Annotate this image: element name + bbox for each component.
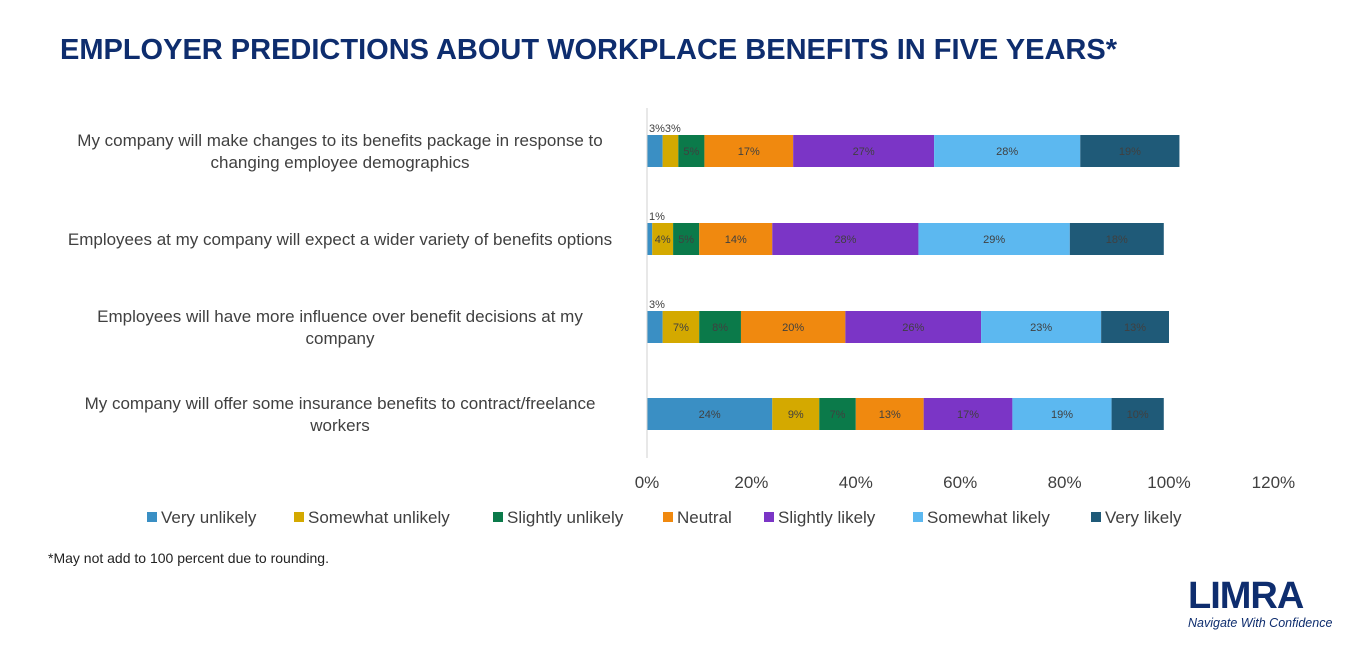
category-label: changing employee demographics <box>211 153 470 172</box>
bar-segment <box>934 135 1081 167</box>
category-label: My company will make changes to its bene… <box>77 131 602 150</box>
category-label: Employees will have more influence over … <box>97 307 583 326</box>
x-tick-label: 40% <box>839 473 873 492</box>
bar-segment <box>699 311 741 343</box>
limra-wordmark: LIMRA <box>1188 575 1304 614</box>
legend-label: Very likely <box>1105 508 1182 527</box>
bar-segment <box>819 398 856 430</box>
legend-swatch <box>493 512 503 522</box>
legend-label: Somewhat unlikely <box>308 508 450 527</box>
bar-data-label: 9% <box>788 409 804 421</box>
bar-data-label: 23% <box>1030 322 1052 334</box>
bar-segment <box>740 311 846 343</box>
bar-data-label: 27% <box>853 146 875 158</box>
bar-segment <box>647 223 653 255</box>
bar-data-label: 29% <box>983 234 1005 246</box>
bar-data-label: 3% <box>649 299 665 311</box>
bar-segment <box>678 135 705 167</box>
bar-data-label: 7% <box>673 322 689 334</box>
bar-data-label: 10% <box>1127 409 1149 421</box>
x-axis: 0% 20% 40% 60% 80% 100% 120% <box>635 108 1295 492</box>
bar-segment <box>647 135 663 167</box>
legend-swatch <box>764 512 774 522</box>
bar-data-label: 17% <box>738 146 760 158</box>
bar-data-label: 5% <box>678 234 694 246</box>
legend-swatch <box>913 512 923 522</box>
bar-segment <box>923 398 1013 430</box>
category-label: Employees at my company will expect a wi… <box>68 230 612 249</box>
x-tick-label: 120% <box>1252 473 1295 492</box>
bar-segment <box>652 223 674 255</box>
legend-swatch <box>663 512 673 522</box>
bar-segment <box>1069 223 1164 255</box>
bar-data-label: 14% <box>725 234 747 246</box>
x-tick-label: 100% <box>1147 473 1190 492</box>
x-tick-label: 0% <box>635 473 660 492</box>
legend: Very unlikely Somewhat unlikely Slightly u… <box>147 508 1182 527</box>
stacked-bar-chart: 5% 17% 27% 28% 19% 4% 5% 14% 28% 29% 18% 7% 8% 20% 26%… <box>68 108 1295 527</box>
bar-segment <box>1080 135 1180 167</box>
bar-data-label: 4% <box>655 234 671 246</box>
bar-segment <box>673 223 700 255</box>
bar-data-label: 1% <box>649 211 665 223</box>
x-tick-label: 60% <box>943 473 977 492</box>
bar-data-label: 17% <box>957 409 979 421</box>
legend-label: Somewhat likely <box>927 508 1050 527</box>
bar-data-label: 28% <box>996 146 1018 158</box>
bar-data-label: 24% <box>699 409 721 421</box>
legend-swatch <box>294 512 304 522</box>
bar-segment <box>845 311 982 343</box>
bar-segment <box>699 223 773 255</box>
bar-data-label: 20% <box>782 322 804 334</box>
chart-title: EMPLOYER PREDICTIONS ABOUT WORKPLACE BEN… <box>60 34 1117 66</box>
bar-segment <box>772 398 820 430</box>
bar-segment <box>1111 398 1164 430</box>
bar-segment <box>772 223 919 255</box>
bar-segment <box>855 398 924 430</box>
bar-data-label: 3%3% <box>649 123 681 135</box>
bar-segment <box>647 311 663 343</box>
bar-data-label: 5% <box>683 146 699 158</box>
bar-segment <box>918 223 1070 255</box>
legend-label: Slightly likely <box>778 508 876 527</box>
bar-data-label: 18% <box>1106 234 1128 246</box>
bar-data-label: 26% <box>902 322 924 334</box>
bar-data-label: 13% <box>1124 322 1146 334</box>
bar-segment <box>1101 311 1169 343</box>
bars-group: 5% 17% 27% 28% 19% 4% 5% 14% 28% 29% 18% 7% 8% 20% 26%… <box>647 123 1180 430</box>
bar-segment <box>1012 398 1112 430</box>
limra-logo-mark: LIMRA <box>1188 575 1305 614</box>
bar-data-label: 19% <box>1051 409 1073 421</box>
category-label: My company will offer some insurance ben… <box>85 394 596 413</box>
bar-data-label: 8% <box>712 322 728 334</box>
legend-swatch <box>147 512 157 522</box>
bar-segment <box>981 311 1102 343</box>
bar-segment <box>704 135 794 167</box>
legend-swatch <box>1091 512 1101 522</box>
legend-label: Very unlikely <box>161 508 257 527</box>
limra-logo: LIMRA Navigate With Confidence <box>1186 572 1336 634</box>
bar-data-label: 28% <box>834 234 856 246</box>
x-tick-label: 80% <box>1048 473 1082 492</box>
legend-label: Slightly unlikely <box>507 508 624 527</box>
category-label: company <box>306 329 375 348</box>
category-labels: My company will make changes to its bene… <box>68 131 612 435</box>
bar-segment <box>662 311 700 343</box>
bar-segment <box>647 398 773 430</box>
bar-data-label: 13% <box>879 409 901 421</box>
limra-tagline: Navigate With Confidence <box>1188 616 1333 630</box>
bar-segment <box>793 135 935 167</box>
bar-data-label: 19% <box>1119 146 1141 158</box>
legend-label: Neutral <box>677 508 732 527</box>
bar-data-label: 7% <box>830 409 846 421</box>
bar-segment <box>662 135 679 167</box>
category-label: workers <box>309 416 370 435</box>
x-tick-label: 20% <box>734 473 768 492</box>
footnote: *May not add to 100 percent due to round… <box>48 550 329 566</box>
